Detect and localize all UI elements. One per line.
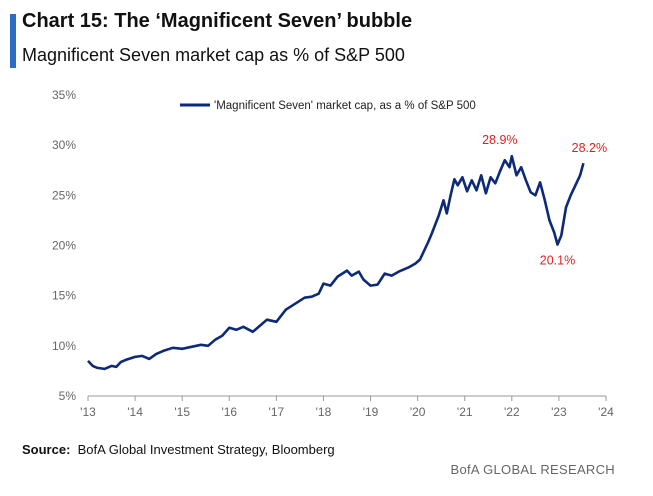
brand-footer: BofA GLOBAL RESEARCH bbox=[450, 462, 615, 477]
x-tick-label: '17 bbox=[269, 405, 285, 419]
x-tick-label: '14 bbox=[127, 405, 143, 419]
y-tick-label: 20% bbox=[52, 239, 76, 253]
annotation-label: 20.1% bbox=[540, 253, 575, 267]
x-tick-label: '15 bbox=[174, 405, 190, 419]
x-tick-label: '13 bbox=[80, 405, 96, 419]
line-chart: 5%10%15%20%25%30%35% '13'14'15'16'17'18 '… bbox=[52, 88, 614, 419]
x-tick-label: '16 bbox=[221, 405, 237, 419]
x-tick-label: '19 bbox=[363, 405, 379, 419]
series-line bbox=[87, 154, 585, 371]
source-text: BofA Global Investment Strategy, Bloombe… bbox=[77, 442, 335, 457]
x-tick-label: '21 bbox=[457, 405, 473, 419]
annotation-label: 28.2% bbox=[572, 141, 607, 155]
x-tick-label: '22 bbox=[504, 405, 520, 419]
legend-label: 'Magnificent Seven' market cap, as a % o… bbox=[214, 100, 476, 112]
source-note: Source: BofA Global Investment Strategy,… bbox=[22, 442, 335, 457]
y-axis: 5% 10% 15% 20% 25% 30% 35% bbox=[52, 88, 76, 403]
x-tick-label: '24 bbox=[598, 405, 614, 419]
y-tick-label: 35% bbox=[52, 88, 76, 102]
x-tick-label: '20 bbox=[410, 405, 426, 419]
title-accent-bar bbox=[10, 14, 16, 68]
chart-legend: 'Magnificent Seven' market cap, as a % o… bbox=[180, 100, 476, 112]
y-tick-label: 25% bbox=[52, 188, 76, 202]
x-axis: '13 '14 '15 '16 '17 '18 '19 '20 '21 '22 '23 '24 bbox=[80, 395, 614, 419]
x-tick-label: '23 bbox=[551, 405, 567, 419]
annotations: 28.9% 20.1% 28.2% bbox=[482, 133, 607, 267]
y-tick-label: 5% bbox=[59, 389, 77, 403]
source-label: Source: bbox=[22, 442, 71, 457]
y-tick-label: 30% bbox=[52, 138, 76, 152]
annotation-label: 28.9% bbox=[482, 133, 517, 147]
y-tick-label: 15% bbox=[52, 289, 76, 303]
chart-subtitle: Magnificent Seven market cap as % of S&P… bbox=[22, 45, 405, 65]
y-tick-label: 10% bbox=[52, 339, 76, 353]
chart-title: Chart 15: The ‘Magnificent Seven’ bubble bbox=[22, 10, 413, 32]
x-tick-label: '18 bbox=[316, 405, 332, 419]
